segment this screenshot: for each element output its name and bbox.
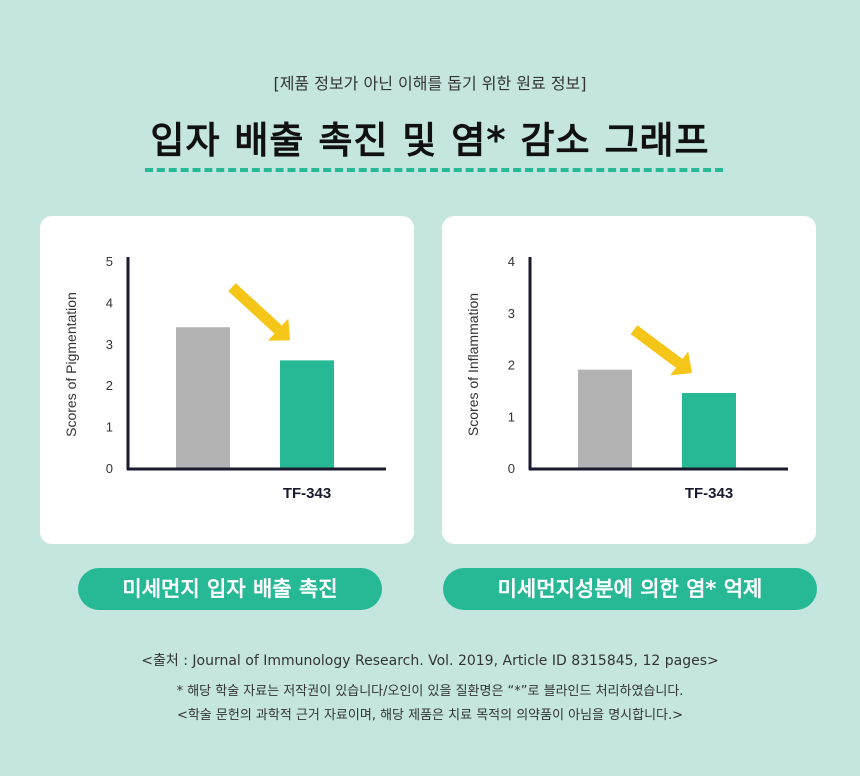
y-tick-label: 0 (106, 461, 113, 476)
copyright-note: * 해당 학술 자료는 저작권이 있습니다/오인이 있을 질환명은 “*”로 블… (176, 684, 684, 699)
y-tick-label: 3 (508, 306, 515, 321)
y-tick-label: 1 (106, 420, 113, 435)
y-tick-label: 2 (106, 378, 113, 393)
inflammation-caption-badge: 미세먼지성분에 의한 염* 억제 (443, 568, 817, 610)
pigmentation-chart-card: Scores of Pigmentation 0 1 2 3 4 5 TF-343 (40, 216, 414, 544)
pigmentation-chart: Scores of Pigmentation 0 1 2 3 4 5 TF-343 (63, 254, 386, 502)
tf-343-bar (280, 360, 334, 468)
y-axis-label: Scores of Pigmentation (63, 292, 79, 437)
y-tick-label: 2 (508, 358, 515, 373)
y-tick-label: 4 (508, 254, 515, 269)
y-tick-label: 0 (508, 461, 515, 476)
inflammation-chart: Scores of Inflammation 0 1 2 3 4 TF-343 (465, 254, 788, 502)
y-tick-label: 1 (508, 409, 515, 424)
page-title: 입자 배출 촉진 및 염* 감소 그래프 (150, 119, 710, 162)
inflammation-chart-card: Scores of Inflammation 0 1 2 3 4 TF-343 (442, 216, 816, 544)
tf-343-bar (682, 392, 736, 468)
decrease-arrow-head (670, 351, 692, 376)
title-underline (145, 168, 723, 172)
x-category-label: TF-343 (283, 485, 331, 502)
decrease-arrow-shaft (228, 283, 282, 334)
y-axis-label: Scores of Inflammation (465, 293, 481, 436)
y-tick-label: 4 (106, 295, 113, 310)
y-tick-label: 3 (106, 337, 113, 352)
decrease-arrow-head (268, 318, 290, 341)
disclaimer-note: <학술 문헌의 과학적 근거 자료이며, 해당 제품은 치료 목적의 의약품이 … (176, 708, 684, 723)
x-category-label: TF-343 (685, 485, 733, 502)
decrease-arrow-shaft (630, 325, 683, 368)
page-subtitle: [제품 정보가 아닌 이해를 돕기 위한 원료 정보] (273, 74, 587, 93)
y-tick-label: 5 (106, 254, 113, 269)
pigmentation-caption-badge: 미세먼지 입자 배출 촉진 (78, 568, 382, 610)
control-bar (578, 369, 632, 468)
control-bar (176, 327, 230, 468)
source-citation: <출처 : Journal of Immunology Research. Vo… (141, 653, 719, 669)
